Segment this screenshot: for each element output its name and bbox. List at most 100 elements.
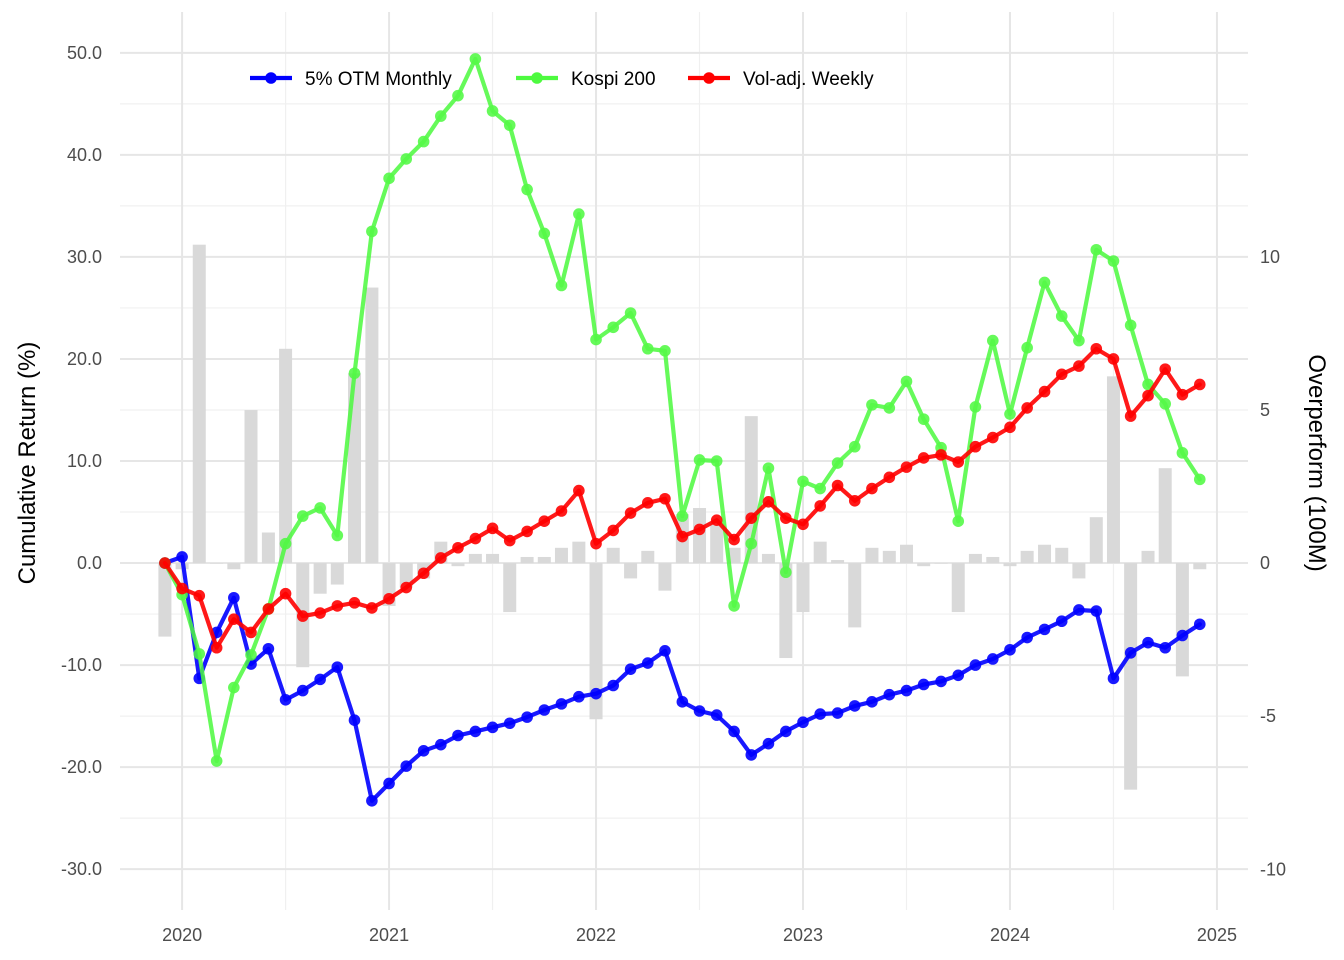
- overperform-bar: [899, 544, 913, 564]
- series-point: [866, 482, 878, 495]
- series-point: [952, 515, 965, 528]
- overperform-bar: [1158, 468, 1172, 564]
- series-point: [831, 479, 844, 492]
- series-point: [383, 777, 395, 790]
- series-lines: [159, 53, 1206, 807]
- series-point: [1159, 363, 1172, 375]
- series-point: [917, 452, 930, 464]
- y2-tick-label: -5: [1260, 706, 1276, 726]
- overperform-bar: [710, 523, 724, 564]
- series-point: [279, 693, 292, 706]
- overperform-bar: [813, 541, 827, 564]
- series-point: [1090, 342, 1103, 355]
- legend-item: Vol-adj. Weekly: [688, 69, 874, 90]
- x-tick-label: 2021: [369, 925, 409, 945]
- y-tick-labels-left: 50.0 40.0 30.0 20.0 10.0 0.0 -10.0 -20.0 -30.0: [61, 43, 102, 879]
- series-point: [728, 725, 740, 738]
- series-point: [987, 431, 999, 444]
- series-point: [486, 721, 499, 734]
- series-point: [1038, 623, 1051, 636]
- series-point: [987, 334, 999, 347]
- series-point: [728, 600, 740, 612]
- series-point: [486, 105, 499, 117]
- series-point: [1073, 360, 1085, 372]
- y-tick-label: 10.0: [67, 451, 102, 471]
- overperform-bar: [468, 553, 482, 564]
- series-point: [210, 755, 223, 767]
- series-point: [1159, 398, 1172, 410]
- overperform-bar: [658, 563, 672, 591]
- y2-tick-label: 5: [1260, 400, 1270, 420]
- y-tick-label: 30.0: [67, 247, 102, 267]
- overperform-bar: [451, 563, 465, 567]
- overperform-bar: [158, 563, 172, 637]
- series-point: [1038, 385, 1051, 398]
- overperform-bar: [244, 410, 258, 564]
- series-point: [1193, 473, 1206, 486]
- series-point: [314, 673, 326, 686]
- overperform-bar: [210, 563, 224, 564]
- series-point: [883, 688, 896, 701]
- legend: 5% OTM Monthly Kospi 200 Vol-adj. Weekly: [250, 69, 874, 90]
- series-point: [1021, 402, 1033, 414]
- series-point: [1073, 334, 1085, 347]
- series-point: [1107, 255, 1120, 267]
- series-point: [417, 745, 430, 757]
- series-point: [693, 454, 706, 466]
- series-point: [780, 566, 792, 579]
- series-point: [607, 321, 620, 334]
- series-point: [228, 613, 240, 625]
- series-point: [210, 641, 223, 654]
- series-point: [848, 494, 861, 507]
- series-1: [159, 53, 1206, 767]
- series-point: [935, 675, 947, 688]
- series-point: [969, 659, 982, 671]
- series-point: [435, 738, 447, 751]
- series-point: [573, 208, 585, 220]
- overperform-bar: [1020, 550, 1034, 564]
- series-point: [900, 375, 913, 388]
- series-point: [296, 510, 309, 522]
- series-point: [1090, 243, 1103, 256]
- series-point: [486, 522, 499, 535]
- series-point: [245, 626, 257, 639]
- series-point: [590, 537, 602, 550]
- series-point: [607, 679, 620, 692]
- series-point: [969, 440, 982, 453]
- overperform-bar: [641, 550, 655, 564]
- series-point: [521, 525, 533, 538]
- series-point: [400, 153, 413, 165]
- y2-tick-label: 0: [1260, 553, 1270, 573]
- series-point: [193, 648, 206, 660]
- series-point: [314, 502, 326, 514]
- series-point: [176, 582, 188, 595]
- y-tick-label: -10.0: [61, 655, 102, 675]
- overperform-bar: [537, 556, 551, 564]
- series-point: [883, 471, 896, 484]
- overperform-bar: [727, 547, 741, 564]
- y2-tick-label: -10: [1260, 859, 1286, 879]
- y-tick-label: -20.0: [61, 757, 102, 777]
- y-tick-label: 50.0: [67, 43, 102, 63]
- bar-layer: [158, 244, 1207, 790]
- overperform-bar: [192, 244, 206, 564]
- series-point: [1055, 368, 1068, 381]
- series-point: [1004, 643, 1016, 656]
- x-tick-label: 2024: [990, 925, 1030, 945]
- overperform-bar: [848, 563, 862, 628]
- series-point: [417, 567, 430, 580]
- series-point: [917, 413, 930, 425]
- series-point: [366, 795, 378, 807]
- series-point: [831, 457, 844, 469]
- series-point: [1055, 615, 1068, 628]
- overperform-bar: [951, 563, 965, 613]
- overperform-bar: [279, 348, 293, 564]
- overperform-bar: [1055, 547, 1069, 564]
- series-point: [262, 642, 275, 655]
- series-point: [952, 456, 965, 468]
- series-point: [676, 696, 689, 708]
- series-point: [659, 645, 671, 657]
- series-point: [1176, 388, 1189, 401]
- series-point: [848, 440, 861, 453]
- overperform-bar: [520, 556, 534, 564]
